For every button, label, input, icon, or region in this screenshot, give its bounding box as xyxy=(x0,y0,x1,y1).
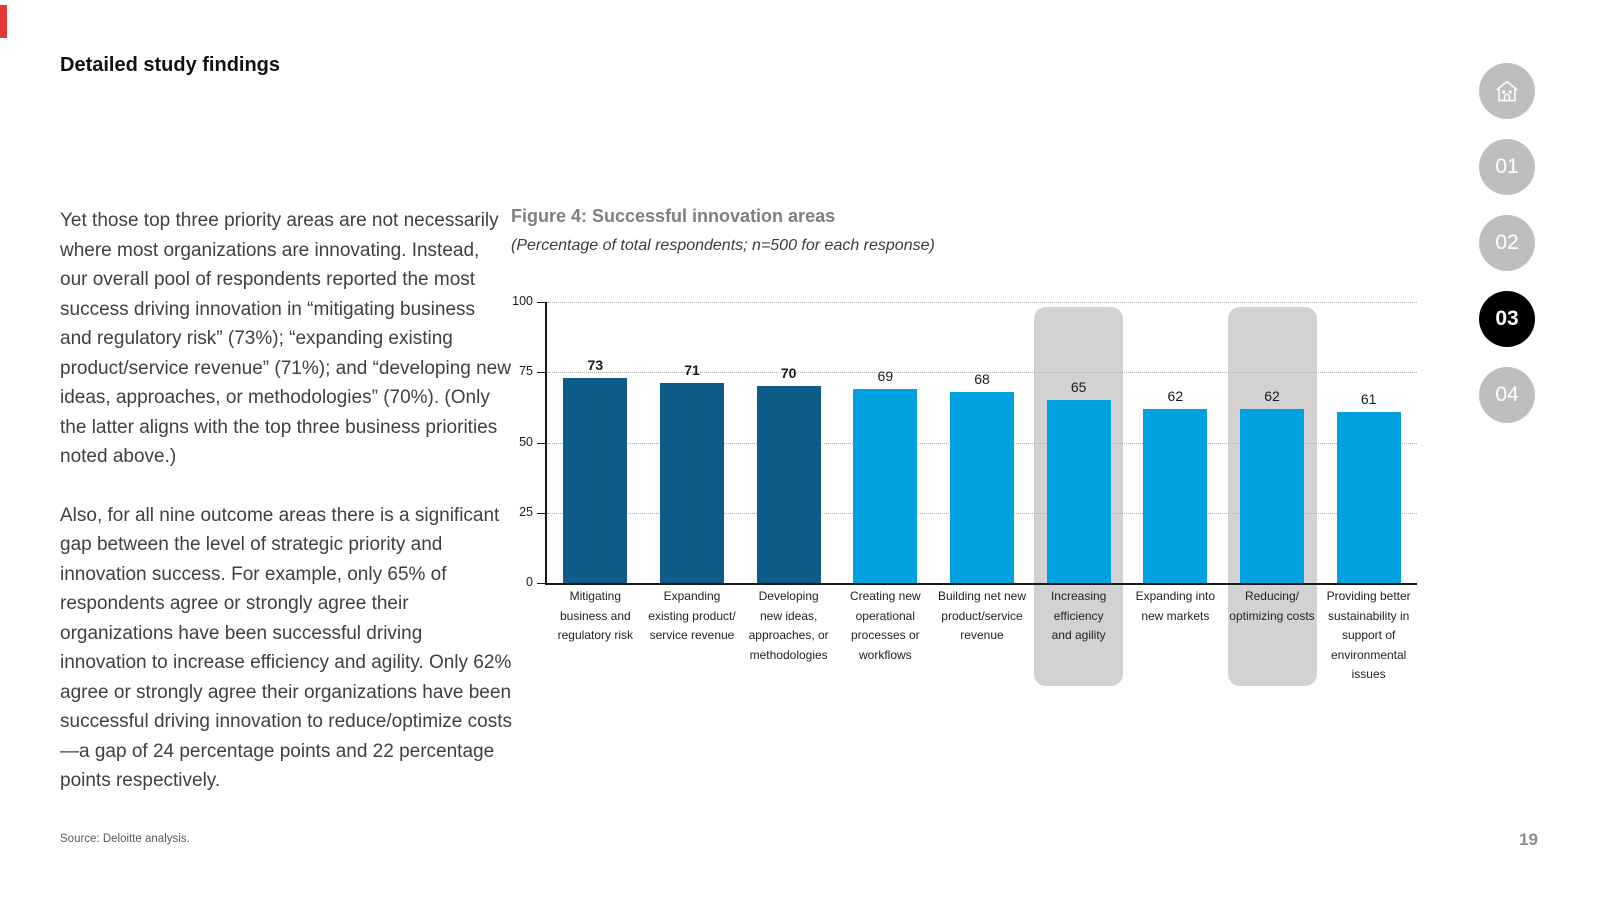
category-label: Increasing efficiency and agility xyxy=(1050,589,1107,642)
figure-title: Figure 4: Successful innovation areas xyxy=(511,206,836,226)
bar xyxy=(853,389,918,583)
bar-value-label: 65 xyxy=(1070,379,1087,396)
category-label: Expanding into new markets xyxy=(1135,589,1216,623)
body-text-column: Yet those top three priority areas are n… xyxy=(60,206,512,825)
nav-section-03[interactable]: 03 xyxy=(1479,291,1535,347)
nav-section-02-label: 02 xyxy=(1495,231,1519,254)
page-title: Detailed study findings xyxy=(60,54,281,76)
figure-subtitle: (Percentage of total respondents; n=500 … xyxy=(511,237,935,254)
red-accent-bar xyxy=(0,5,7,38)
category-label: Developing new ideas, approaches, or met… xyxy=(748,589,829,662)
y-axis-tick-label: 25 xyxy=(519,504,533,519)
bar xyxy=(563,377,628,583)
bar xyxy=(950,391,1014,583)
y-axis-tick xyxy=(537,302,545,303)
body-paragraph-2: Also, for all nine outcome areas there i… xyxy=(60,504,513,792)
y-axis-tick-label: 75 xyxy=(519,364,533,379)
bar xyxy=(1046,400,1111,583)
bar-value-label: 70 xyxy=(780,365,797,382)
category-label: Reducing/ optimizing costs xyxy=(1229,589,1315,623)
home-nav-button[interactable] xyxy=(1479,63,1535,119)
bar-value-label: 68 xyxy=(974,370,990,387)
source-note: Source: Deloitte analysis. xyxy=(60,833,190,845)
gridline xyxy=(547,372,1417,374)
nav-section-03-label: 03 xyxy=(1495,307,1519,330)
bar xyxy=(1143,408,1208,583)
bar-value-label: 69 xyxy=(877,368,894,385)
y-axis-tick xyxy=(537,512,545,514)
category-label: Creating new operational processes or wo… xyxy=(849,589,921,662)
y-axis-tick xyxy=(537,372,545,374)
bar-value-label: 71 xyxy=(684,362,700,379)
y-axis-line xyxy=(545,302,547,583)
bar-chart: 0 25 50 75 100 73 Mitigating business and regu… xyxy=(512,294,1417,686)
nav-section-02[interactable]: 02 xyxy=(1479,215,1535,271)
bar xyxy=(756,386,821,583)
y-axis-tick-label: 100 xyxy=(512,294,533,308)
bar-value-label: 73 xyxy=(587,356,604,373)
category-label: Mitigating business and regulatory risk xyxy=(557,589,633,642)
page-number: 19 xyxy=(1519,830,1538,849)
body-paragraph-1: Yet those top three priority areas are n… xyxy=(60,210,511,467)
nav-section-01-label: 01 xyxy=(1495,155,1519,178)
gridline xyxy=(547,302,1417,303)
y-axis-tick-label: 0 xyxy=(526,575,533,589)
category-label: Expanding existing product/ service reve… xyxy=(648,589,736,642)
home-icon xyxy=(1493,77,1521,105)
y-axis-tick xyxy=(537,583,545,584)
nav-section-04[interactable]: 04 xyxy=(1479,367,1535,423)
bar xyxy=(1240,408,1304,583)
category-label: Building net new product/service revenue xyxy=(937,589,1027,642)
bar xyxy=(660,383,724,583)
bar-value-label: 62 xyxy=(1167,387,1184,404)
nav-section-04-label: 04 xyxy=(1495,383,1519,406)
category-label: Providing better sustainability in suppo… xyxy=(1326,589,1411,681)
bar-value-label: 61 xyxy=(1360,390,1377,407)
bar xyxy=(1336,411,1401,583)
y-axis-tick-label: 50 xyxy=(519,434,533,449)
y-axis-tick xyxy=(537,442,545,444)
bar-value-label: 62 xyxy=(1264,387,1280,404)
nav-section-01[interactable]: 01 xyxy=(1479,139,1535,195)
x-axis-line xyxy=(545,583,1417,585)
